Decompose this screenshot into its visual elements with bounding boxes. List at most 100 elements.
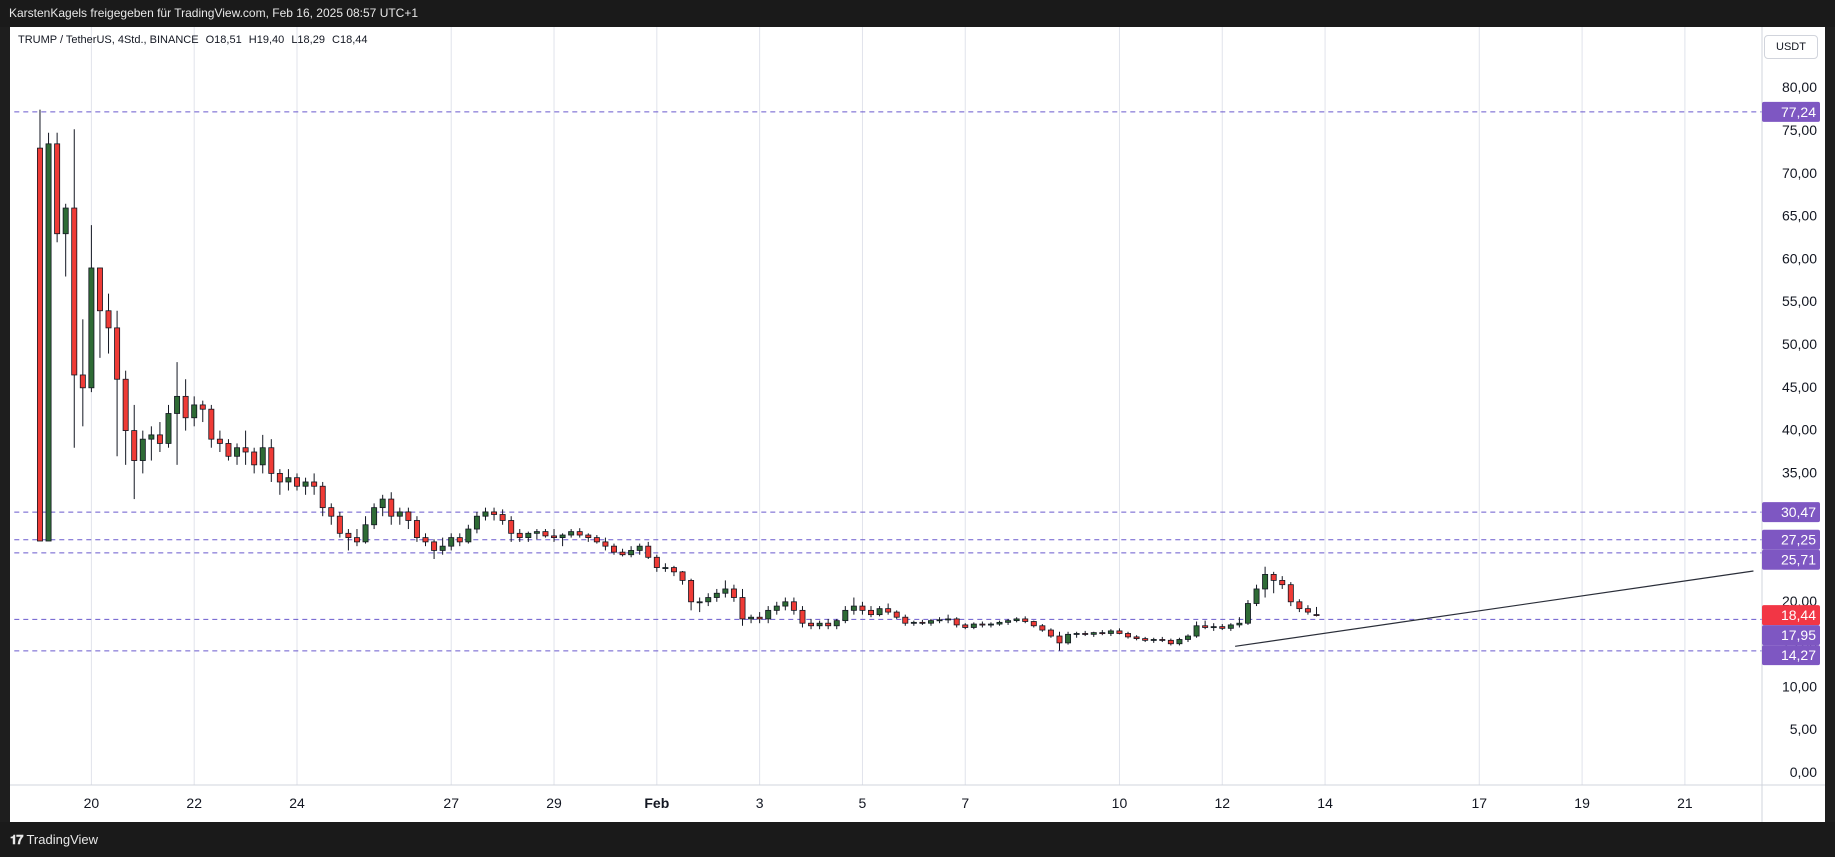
candle-body <box>1244 603 1251 624</box>
candle-body <box>54 143 61 235</box>
candle-body <box>294 477 300 487</box>
candle-body <box>285 477 292 483</box>
candle <box>371 503 378 530</box>
candle <box>996 620 1003 626</box>
candle <box>679 570 686 585</box>
share-header: KarstenKagels freigegeben für TradingVie… <box>0 0 1835 27</box>
candle-body <box>371 507 378 526</box>
candle <box>199 400 206 423</box>
legend-open: O18,51 <box>205 34 242 46</box>
candle-body <box>1005 620 1012 623</box>
brand-name: TradingView <box>26 832 99 847</box>
price-tag-label: 27,25 <box>1781 532 1816 548</box>
candle-body <box>876 608 883 616</box>
candle <box>79 319 86 427</box>
candle-body <box>199 404 206 410</box>
candle-body <box>79 374 86 389</box>
candle <box>473 511 480 534</box>
chart-grid <box>90 27 1686 785</box>
candle-body <box>71 207 78 376</box>
candle-body <box>354 537 360 543</box>
candle-body <box>739 597 746 620</box>
candle-body <box>251 451 258 466</box>
candle <box>105 293 112 354</box>
candle-body <box>1150 639 1157 641</box>
candle <box>1304 605 1311 615</box>
candle <box>413 516 420 542</box>
candle <box>868 606 874 618</box>
price-tag: 18,44 <box>1762 605 1820 626</box>
candle <box>730 584 737 602</box>
price-tag: 25,71 <box>1762 549 1820 570</box>
candle-body <box>345 532 352 539</box>
candle <box>191 396 198 427</box>
candle <box>431 539 438 559</box>
candle <box>165 404 172 448</box>
x-tick-label: Feb <box>644 795 669 811</box>
candle <box>71 129 78 448</box>
trendline <box>1235 570 1754 647</box>
footer-bar: 𝟏𝟕 TradingView <box>0 822 1835 857</box>
candle <box>311 473 318 495</box>
candle <box>1270 571 1277 594</box>
horizontal-levels <box>14 111 1762 652</box>
candle-body <box>105 310 112 329</box>
candle-body <box>987 623 994 626</box>
price-tag-label: 77,24 <box>1781 104 1816 120</box>
candle-body <box>748 616 755 620</box>
price-tag: 77,24 <box>1762 101 1820 122</box>
candle-body <box>790 601 797 611</box>
tradingview-logo[interactable]: 𝟏𝟕 TradingView <box>0 832 98 848</box>
candle-body <box>336 515 343 534</box>
candle-body <box>174 395 181 414</box>
y-tick-label: 65,00 <box>1782 208 1817 224</box>
candle <box>533 529 540 540</box>
candle-body <box>602 541 609 547</box>
candle <box>645 541 652 559</box>
candle-body <box>234 447 241 457</box>
candle-body <box>482 511 489 517</box>
candle-body <box>1022 618 1029 622</box>
candle <box>37 109 43 542</box>
candle <box>45 132 52 542</box>
candle-body <box>1099 632 1106 635</box>
y-tick-label: 75,00 <box>1782 122 1817 138</box>
y-tick-label: 80,00 <box>1782 79 1817 95</box>
candle-body <box>1176 639 1183 645</box>
candle <box>1262 566 1269 598</box>
candle-body <box>722 588 729 594</box>
candle-body <box>379 498 386 509</box>
trendline-layer <box>1235 570 1754 647</box>
chart-frame[interactable] <box>10 27 1825 822</box>
candle <box>748 614 755 624</box>
candle-body <box>568 531 575 536</box>
price-tag: 27,25 <box>1762 529 1820 550</box>
candle <box>139 430 146 474</box>
candle-body <box>1013 618 1020 622</box>
candle <box>1296 599 1303 613</box>
candle <box>456 533 463 547</box>
candle <box>1065 631 1072 645</box>
x-tick-label: 29 <box>546 795 562 811</box>
candle <box>962 623 969 630</box>
share-text: KarstenKagels freigegeben für TradingVie… <box>9 6 419 20</box>
candle-body <box>1065 633 1072 644</box>
candle-body <box>825 622 832 627</box>
axes-layer: 0,005,0010,0015,0020,0025,0030,0035,0040… <box>10 27 1825 822</box>
candle <box>1082 630 1089 637</box>
candle <box>987 622 994 628</box>
legend-symbol[interactable]: TRUMP / TetherUS, 4Std., BINANCE <box>18 34 199 46</box>
x-tick-label: 24 <box>289 795 305 811</box>
candle-body <box>893 611 900 618</box>
candle <box>114 310 121 457</box>
currency-button[interactable]: USDT <box>1764 35 1818 59</box>
candle <box>122 370 129 465</box>
candle-body <box>859 605 866 611</box>
candle-body <box>96 267 103 312</box>
candle-body <box>259 447 266 466</box>
candle-body <box>619 551 626 556</box>
candle <box>148 426 155 461</box>
price-tag-box <box>1762 101 1820 122</box>
candle <box>739 588 746 626</box>
